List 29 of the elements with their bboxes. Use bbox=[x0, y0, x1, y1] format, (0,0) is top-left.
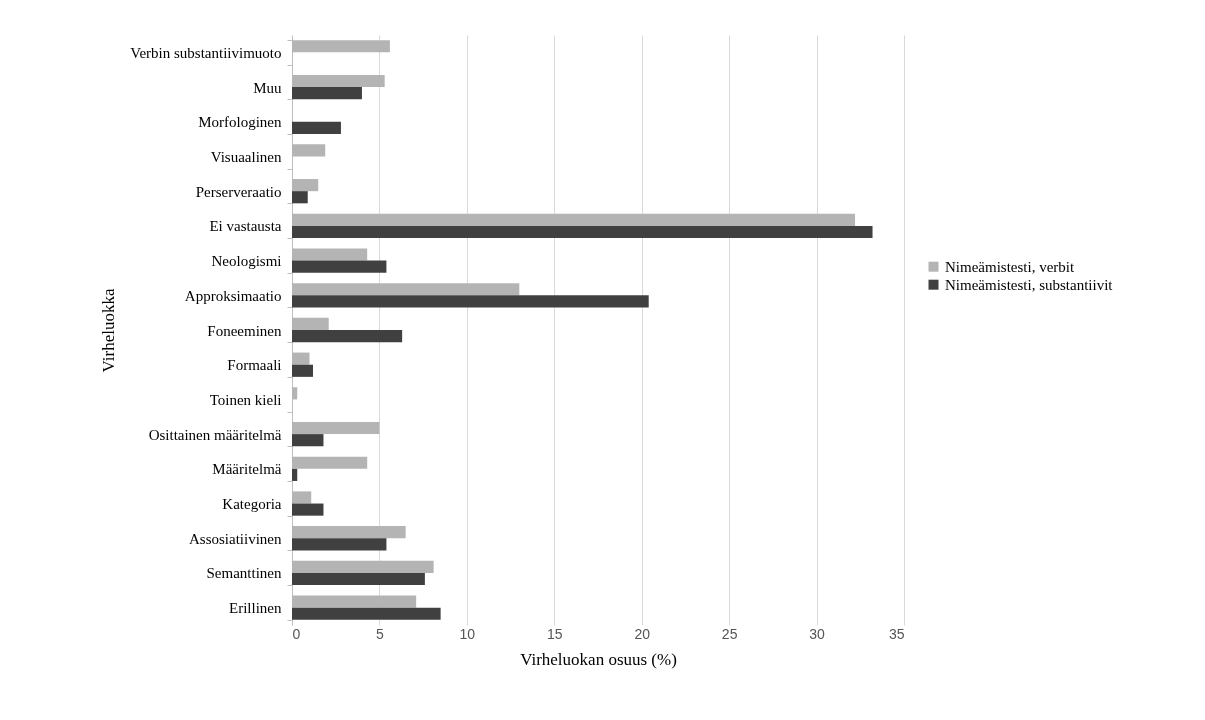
y-tick-label: Määritelmä bbox=[212, 461, 282, 478]
y-tick-label: Kategoria bbox=[222, 496, 282, 513]
y-tick-label: Osittainen määritelmä bbox=[148, 426, 282, 443]
x-tick-label: 35 bbox=[888, 625, 905, 642]
y-tick-label: Erillinen bbox=[229, 600, 282, 617]
x-tick-label: 10 bbox=[459, 625, 476, 642]
y-tick-label: Neologismi bbox=[211, 253, 282, 270]
y-tick-label: Visuaalinen bbox=[210, 148, 282, 165]
y-tick-label: Verbin substantiivimuoto bbox=[130, 44, 282, 61]
y-tick-label: Semanttinen bbox=[206, 565, 282, 582]
y-tick-label: Approksimaatio bbox=[184, 287, 282, 304]
x-tick-label: 15 bbox=[547, 625, 563, 642]
legend-label: Nimeämistesti, substantiivit bbox=[945, 276, 1114, 293]
y-tick-label: Foneeminen bbox=[207, 322, 282, 339]
legend-label: Nimeämistesti, verbit bbox=[945, 258, 1075, 275]
y-tick-label: Toinen kieli bbox=[209, 391, 282, 408]
x-tick-label: 25 bbox=[721, 625, 738, 642]
y-tick-label: Morfologinen bbox=[198, 114, 282, 131]
x-tick-label: 30 bbox=[809, 625, 826, 642]
y-tick-label: Assosiatiivinen bbox=[189, 530, 282, 547]
x-tick-label: 0 bbox=[292, 625, 301, 642]
x-tick-label: 20 bbox=[634, 625, 651, 642]
y-tick-label: Formaali bbox=[227, 357, 282, 374]
x-axis-title: Virheluokan osuus (%) bbox=[520, 649, 677, 669]
x-tick-label: 5 bbox=[376, 625, 385, 642]
y-tick-label: Perserveraatio bbox=[195, 183, 282, 200]
y-tick-label: Muu bbox=[253, 79, 282, 96]
y-tick-label: Ei vastausta bbox=[209, 218, 282, 235]
y-axis-title: Virheluokka bbox=[99, 288, 119, 373]
